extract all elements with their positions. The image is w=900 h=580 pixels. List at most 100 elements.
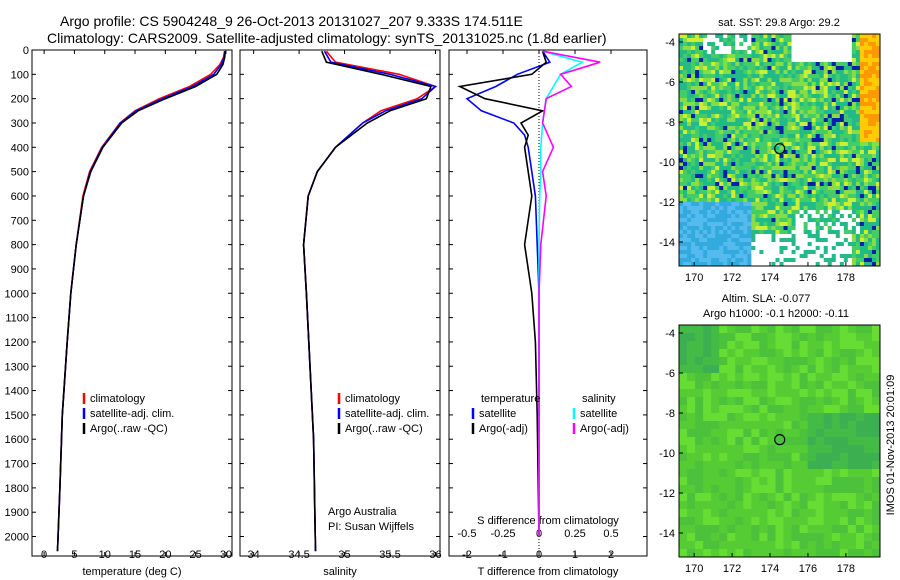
salinity-x-label: salinity — [323, 566, 357, 578]
map-cell — [771, 242, 776, 247]
map-cell — [847, 437, 857, 446]
map-cell — [863, 469, 873, 478]
map-cell — [783, 194, 788, 199]
map-cell — [855, 158, 861, 163]
map-cell — [751, 501, 760, 510]
map-cell — [771, 58, 776, 63]
map-cell — [835, 122, 841, 127]
map-cell — [863, 90, 869, 95]
map-cell — [815, 230, 821, 235]
map-cell — [867, 150, 873, 155]
map-cell — [719, 485, 728, 494]
map-cell — [787, 74, 792, 79]
map-cell — [859, 86, 865, 91]
map-cell — [807, 461, 817, 470]
map-cell — [711, 194, 716, 199]
map-cell — [679, 190, 684, 195]
map-cell — [787, 126, 792, 131]
map-cell — [847, 509, 857, 518]
map-cell — [735, 517, 744, 526]
map-cell — [707, 66, 712, 71]
map-cell — [863, 94, 869, 99]
map-cell — [767, 341, 776, 350]
map-cell — [739, 186, 744, 191]
depth-tick-label: 300 — [11, 118, 29, 130]
map-cell — [783, 445, 792, 454]
map-cell — [679, 349, 688, 358]
map-cell — [703, 110, 708, 115]
map-cell — [795, 58, 800, 63]
map-cell — [791, 258, 796, 263]
map-cell — [731, 126, 736, 131]
map-cell — [851, 238, 857, 243]
map-cell — [683, 62, 688, 67]
map-cell — [815, 549, 825, 558]
map-cell — [775, 533, 784, 542]
map-cell — [823, 413, 833, 422]
map-cell — [811, 70, 817, 75]
map-cell — [715, 254, 720, 259]
map-cell — [871, 70, 877, 75]
map-cell — [691, 50, 696, 55]
map-cell — [787, 134, 792, 139]
map-cell — [739, 46, 744, 51]
map-cell — [719, 38, 724, 43]
map-cell — [691, 130, 696, 135]
map-cell — [763, 166, 768, 171]
map-cell — [831, 78, 837, 83]
map-cell — [799, 349, 809, 358]
map-cell — [859, 114, 865, 119]
map-cell — [735, 198, 740, 203]
map-cell — [791, 102, 796, 107]
map-cell — [687, 365, 696, 374]
map-cell — [715, 122, 720, 127]
map-cell — [851, 86, 857, 91]
map-cell — [695, 190, 700, 195]
map-cell — [759, 66, 764, 71]
map-cell — [707, 106, 712, 111]
map-cell — [735, 453, 744, 462]
map-cell — [851, 78, 857, 83]
map-cell — [711, 102, 716, 107]
map-cell — [679, 130, 684, 135]
map-cell — [703, 198, 708, 203]
map-cell — [715, 86, 720, 91]
map-cell — [779, 110, 784, 115]
map-cell — [695, 142, 700, 147]
map-cell — [815, 429, 825, 438]
map-cell — [767, 349, 776, 358]
map-cell — [791, 469, 800, 478]
map-cell — [835, 46, 841, 51]
map-cell — [723, 106, 728, 111]
map-cell — [763, 174, 768, 179]
map-cell — [859, 134, 865, 139]
map-cell — [731, 154, 736, 159]
map-cell — [683, 38, 688, 43]
map-cell — [687, 262, 692, 267]
map-cell — [831, 461, 841, 470]
map-cell — [807, 210, 813, 215]
map-cell — [795, 222, 800, 227]
map-cell — [867, 134, 873, 139]
map-cell — [843, 210, 849, 215]
map-cell — [795, 150, 800, 155]
map-cell — [799, 226, 805, 231]
temperature-x-tick-label: 0 — [41, 549, 47, 561]
map-cell — [827, 146, 833, 151]
map-cell — [759, 62, 764, 67]
map-cell — [727, 70, 732, 75]
map-cell — [679, 158, 684, 163]
map-cell — [823, 453, 833, 462]
map-cell — [727, 341, 736, 350]
map-cell — [775, 74, 780, 79]
map-cell — [803, 186, 809, 191]
map-cell — [759, 333, 768, 342]
map-cell — [775, 70, 780, 75]
map-cell — [771, 106, 776, 111]
map-cell — [867, 66, 873, 71]
map-cell — [847, 102, 853, 107]
map-cell — [747, 130, 752, 135]
map-cell — [743, 118, 748, 123]
map-cell — [851, 206, 857, 211]
map-cell — [803, 190, 809, 195]
